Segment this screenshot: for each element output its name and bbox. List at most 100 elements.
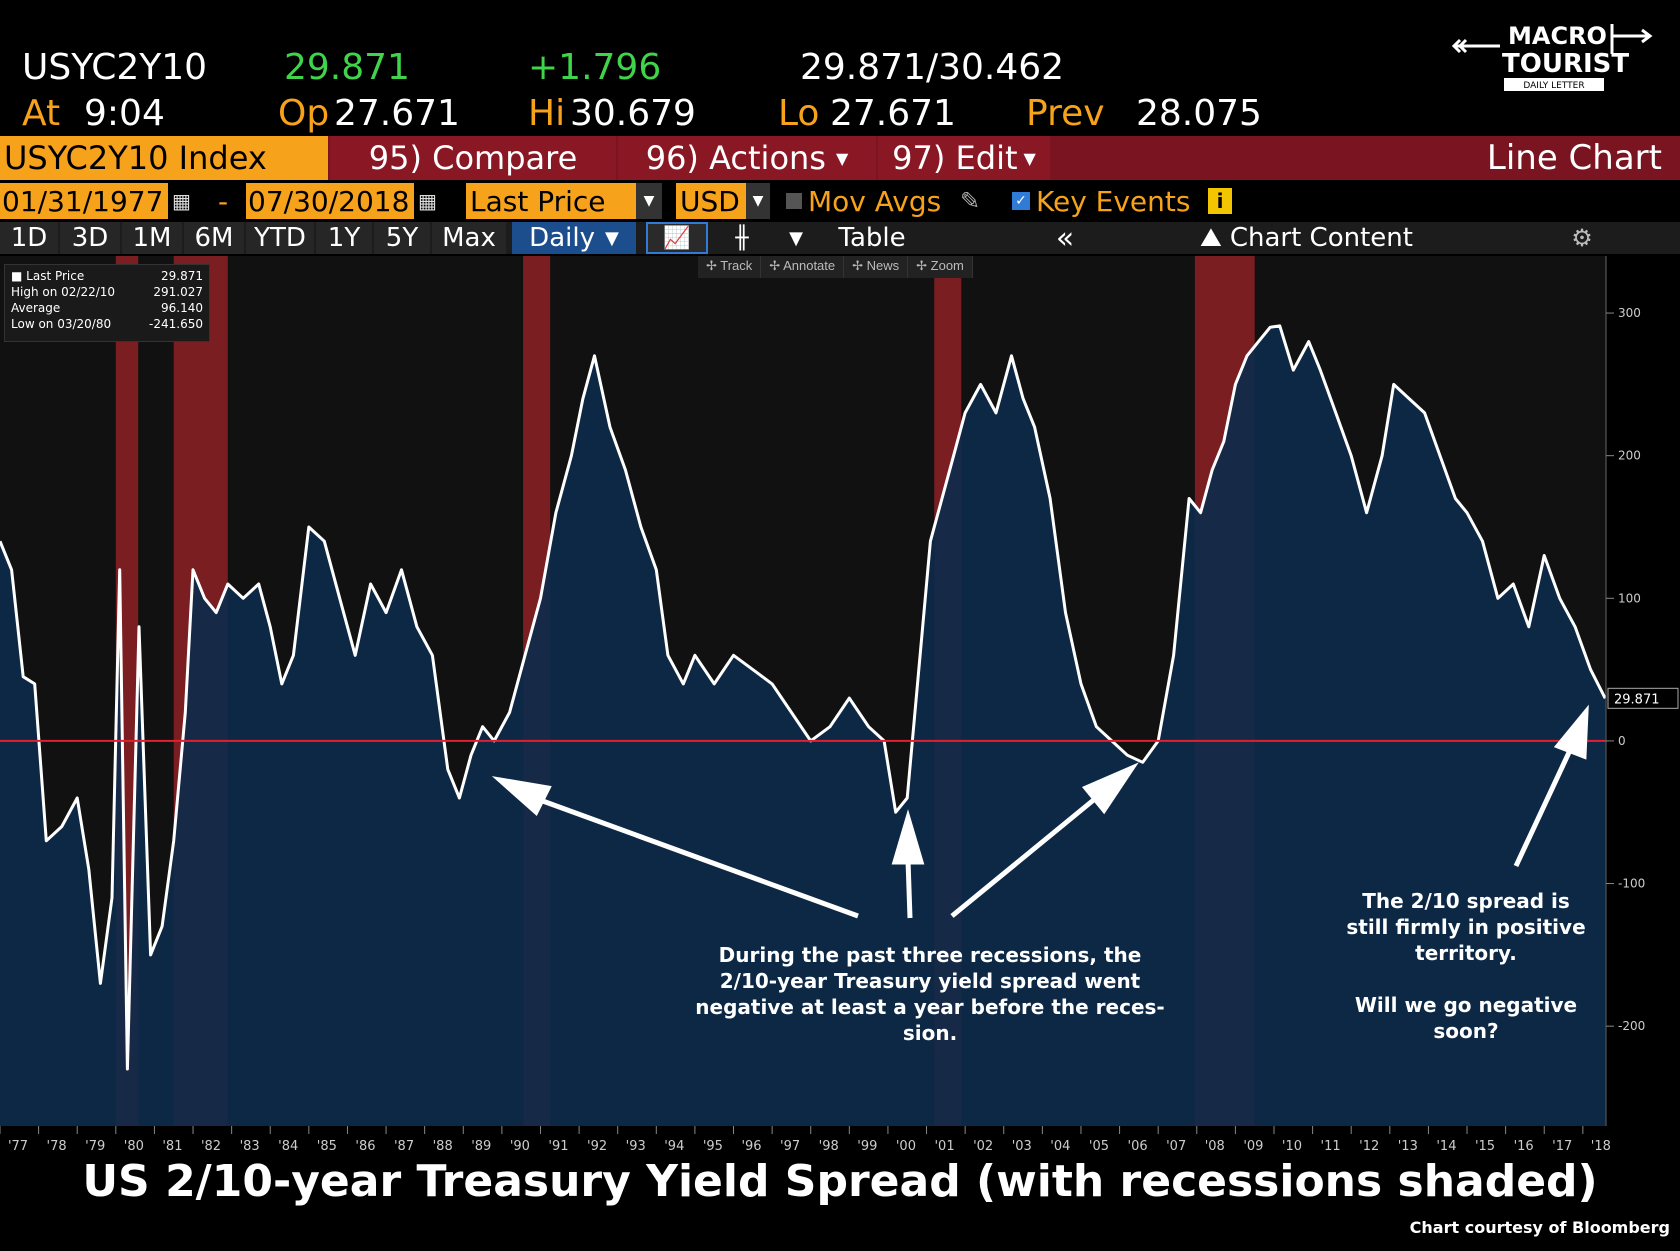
chevron-down-icon[interactable]: ▼ <box>746 183 770 219</box>
range-button-1m[interactable]: 1M <box>122 222 182 254</box>
tool-news[interactable]: ✢ News <box>844 256 909 278</box>
range-button-ytd[interactable]: YTD <box>246 222 314 254</box>
compare-button[interactable]: 95) Compare <box>330 136 616 180</box>
chevron-down-icon[interactable]: ▼ <box>789 227 803 249</box>
gear-icon[interactable]: ⚙ <box>1571 224 1593 252</box>
area-fill <box>0 325 1606 1126</box>
annotation-line: 2/10-year Treasury yield spread went <box>719 969 1141 993</box>
annotation-line: territory. <box>1415 941 1517 965</box>
x-tick-label: '84 <box>278 1139 298 1154</box>
security-label: USYC2Y10 Index <box>4 139 267 177</box>
low-value: 27.671 <box>830 93 956 134</box>
legend-row: ■ Last Price 29.871 <box>11 269 203 283</box>
field-dropdown[interactable]: Last Price <box>466 183 662 219</box>
legend-value: 96.140 <box>161 301 203 315</box>
y-tick-label: 200 <box>1618 449 1641 463</box>
range-button-6m[interactable]: 6M <box>184 222 244 254</box>
x-tick-label: '17 <box>1552 1139 1572 1154</box>
end-date-field[interactable]: 07/30/2018 <box>246 183 414 219</box>
compare-label: 95) Compare <box>368 139 578 177</box>
series-line <box>0 324 1607 1071</box>
x-axis-background <box>0 1126 1680 1156</box>
legend-label: High on 02/22/10 <box>11 285 116 299</box>
pencil-icon[interactable]: ✎ <box>960 187 981 215</box>
date-dash: - <box>218 184 229 218</box>
calendar-icon[interactable]: ▦ <box>172 189 191 213</box>
actions-button[interactable]: 96) Actions ▼ <box>618 136 876 180</box>
tool-zoom[interactable]: ✢ Zoom <box>908 256 973 278</box>
arrow-2006 <box>950 796 1098 918</box>
start-date-field[interactable]: 01/31/1977 <box>0 183 168 219</box>
field-value: Last Price <box>470 184 606 218</box>
collapse-icon[interactable]: « <box>1055 220 1075 256</box>
last-value-label: 29.871 <box>1607 687 1679 709</box>
x-tick-label: '03 <box>1012 1139 1032 1154</box>
info-glyph: i <box>1216 189 1224 213</box>
tool-track[interactable]: ✢ Track <box>698 256 762 278</box>
legend-value: 29.871 <box>161 269 203 283</box>
line-chart-icon[interactable]: 📈 <box>646 222 708 254</box>
mov-avgs-checkbox[interactable]: Mov Avgs <box>786 181 941 221</box>
x-tick-label: '04 <box>1050 1139 1070 1154</box>
chart-content-label: Chart Content <box>1229 223 1413 253</box>
x-tick-label: '96 <box>741 1139 761 1154</box>
at-label: At <box>22 93 61 134</box>
actions-label: 96) Actions <box>645 139 826 177</box>
range-button-1y[interactable]: 1Y <box>316 222 372 254</box>
x-tick-label: '12 <box>1359 1139 1379 1154</box>
info-icon[interactable]: i <box>1208 188 1232 214</box>
yield-spread-chart[interactable]: 300 200 100 0 -100 -200 '77 '78 '79 '80 '81 '82 '83… <box>0 256 1680 1156</box>
range-button-3d[interactable]: 3D <box>60 222 120 254</box>
range-button-max[interactable]: Max <box>432 222 506 254</box>
security-field[interactable]: USYC2Y10 Index <box>0 136 328 180</box>
chart-title: US 2/10-year Treasury Yield Spread (with… <box>82 1156 1598 1207</box>
last-value-box <box>1607 687 1679 709</box>
chart-content-icon: ⛰ <box>1200 222 1222 253</box>
annotation-line: still firmly in positive <box>1346 915 1586 939</box>
x-tick-label: '81 <box>162 1139 182 1154</box>
arrow-2000-head <box>891 809 925 865</box>
table-button[interactable]: Table <box>820 222 924 254</box>
x-tick-label: '97 <box>780 1139 800 1154</box>
x-tick-label: '05 <box>1089 1139 1109 1154</box>
chart-content-button[interactable]: ⛰ Chart Content <box>1200 222 1413 254</box>
x-axis: '77 '78 '79 '80 '81 '82 '83 '84 '85 '86 '87 '88 '89 '… <box>0 1126 1680 1156</box>
arrow-2018 <box>1513 744 1575 868</box>
x-tick-label: '79 <box>85 1139 105 1154</box>
key-events-checkbox[interactable]: ✓ Key Events <box>1012 181 1190 221</box>
range-button-1d[interactable]: 1D <box>0 222 58 254</box>
edit-button[interactable]: 97) Edit ▼ <box>878 136 1050 180</box>
x-tick-label: '15 <box>1475 1139 1495 1154</box>
annotation-line <box>1316 966 1616 992</box>
chart-type-label: Line Chart <box>1487 136 1662 180</box>
chevron-down-icon[interactable]: ▼ <box>636 183 662 219</box>
bid-ask: 29.871/30.462 <box>800 47 1065 88</box>
x-tick-label: '02 <box>973 1139 993 1154</box>
annotation-line: The 2/10 spread is <box>1362 889 1570 913</box>
frequency-dropdown[interactable]: Daily ▼ <box>512 222 636 254</box>
x-tick-label: '94 <box>664 1139 684 1154</box>
logo-line3: DAILY LETTER <box>1523 81 1584 91</box>
x-tick-label: '78 <box>47 1139 67 1154</box>
calendar-icon[interactable]: ▦ <box>418 189 437 213</box>
legend-box: ■ Last Price 29.871 High on 02/22/10 291.0… <box>4 264 210 342</box>
x-tick-label: '92 <box>587 1139 607 1154</box>
settings-bar: 01/31/1977 ▦ - 07/30/2018 ▦ Last Price ▼… <box>0 181 1680 221</box>
x-tick-label: '08 <box>1205 1139 1225 1154</box>
chevron-down-icon: ▼ <box>1023 148 1036 168</box>
legend-value: 291.027 <box>153 285 203 299</box>
at-time: 9:04 <box>84 93 165 134</box>
arrow-2018-head <box>1553 704 1589 760</box>
x-tick-label: '91 <box>548 1139 568 1154</box>
bar-style-icon[interactable]: ╫ <box>735 225 749 251</box>
x-tick-label: '16 <box>1514 1139 1534 1154</box>
range-button-5y[interactable]: 5Y <box>374 222 430 254</box>
currency-dropdown[interactable]: USD <box>676 183 746 219</box>
mov-avgs-label: Mov Avgs <box>808 184 942 218</box>
last-price: 29.871 <box>284 47 410 88</box>
end-date-value: 07/30/2018 <box>248 184 410 218</box>
tool-annotate[interactable]: ✢ Annotate <box>761 256 845 278</box>
annotation-line: During the past three recessions, the <box>718 943 1142 967</box>
low-label: Lo <box>778 93 820 134</box>
high-value: 30.679 <box>570 93 696 134</box>
